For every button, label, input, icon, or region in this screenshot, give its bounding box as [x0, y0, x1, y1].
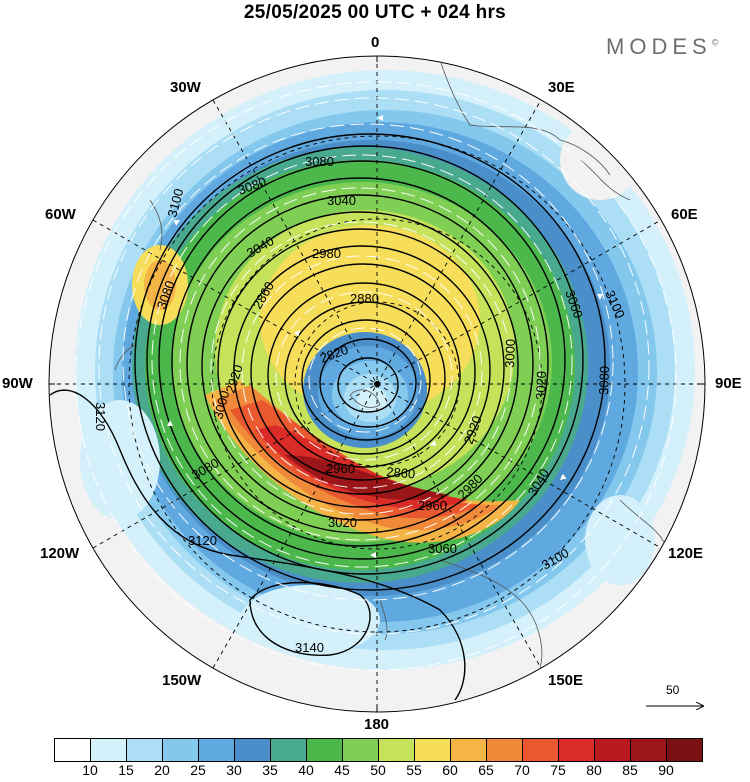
reference-vector-label: 50: [666, 683, 680, 697]
colorbar-box: [522, 738, 559, 762]
contour-label-3020b: 3020: [328, 515, 357, 530]
lon-label-60e: 60E: [671, 206, 698, 223]
wind-streamlines: [75, 81, 677, 671]
colorbar-tick: 35: [262, 762, 278, 778]
wind-speed-shading: [49, 56, 705, 712]
contour-label-2960: 2960: [326, 461, 355, 476]
colorbar-tick: 75: [550, 762, 566, 778]
colorbar-box: [270, 738, 307, 762]
colorbar-box: [54, 738, 91, 762]
contour-label-3140: 3140: [295, 640, 324, 655]
coastlines: [114, 59, 666, 669]
wind-arrowheads: [167, 115, 603, 558]
colorbar-tick: 65: [478, 762, 494, 778]
lon-label-120w: 120W: [40, 545, 80, 562]
colorbar-box: [666, 738, 703, 762]
colorbar-box: [162, 738, 199, 762]
contour-label-2880: 2880: [350, 291, 379, 306]
colorbar-tick: 60: [442, 762, 458, 778]
colorbar-tick: 30: [226, 762, 242, 778]
lon-label-30w: 30W: [170, 79, 201, 96]
map-title: 25/05/2025 00 UTC + 024 hrs: [243, 2, 507, 23]
contour-label-3040: 3040: [327, 193, 356, 208]
colorbar-tick: 15: [118, 762, 134, 778]
north-pole-marker: [374, 381, 380, 387]
colorbar-tick: 70: [514, 762, 530, 778]
colorbar-tick: 55: [406, 762, 422, 778]
colorbar-box: [126, 738, 163, 762]
colorbar-tick: 10: [82, 762, 98, 778]
colorbar-tick: 85: [622, 762, 638, 778]
colorbar-box: [234, 738, 271, 762]
lon-label-120e: 120E: [668, 545, 704, 562]
colorbar-box: [594, 738, 631, 762]
colorbar-box: [90, 738, 127, 762]
colorbar-tick: 25: [190, 762, 206, 778]
contour-label-2960b: 2960: [418, 498, 447, 513]
colorbar-box: [378, 738, 415, 762]
colorbar-tick: 40: [298, 762, 314, 778]
contour-label-3080d: 3080: [596, 366, 612, 395]
lon-label-150e: 150E: [548, 672, 584, 689]
colorbar-tick: 20: [154, 762, 170, 778]
colorbar-box: [630, 738, 667, 762]
contour-label-3080: 3080: [305, 154, 334, 169]
colorbar-tick: 45: [334, 762, 350, 778]
colorbar: [54, 738, 703, 762]
colorbar-tick: 80: [586, 762, 602, 778]
contour-label-3020: 3020: [533, 371, 549, 400]
lon-label-30e: 30E: [548, 79, 575, 96]
contour-label-3120: 3120: [188, 533, 217, 548]
colorbar-box: [486, 738, 523, 762]
colorbar-box: [198, 738, 235, 762]
colorbar-box: [558, 738, 595, 762]
contour-label-3000b: 3000: [210, 389, 232, 421]
contour-label-3000: 3000: [502, 339, 518, 368]
contour-label-2980: 2980: [312, 246, 341, 261]
colorbar-tick: 90: [658, 762, 674, 778]
lon-label-150w: 150W: [162, 672, 202, 689]
contour-label-2860b: 2860: [386, 464, 416, 481]
colorbar-box: [414, 738, 451, 762]
modes-logo: MODES©: [606, 34, 719, 59]
lon-label-0: 0: [371, 34, 380, 51]
colorbar-tick: 50: [370, 762, 386, 778]
geopotential-contours: [49, 133, 606, 701]
contour-label-3120b: 3120: [93, 402, 108, 431]
lon-label-90w: 90W: [2, 375, 33, 392]
colorbar-box: [450, 738, 487, 762]
contour-label-3100b: 3100: [164, 187, 186, 219]
lon-label-60w: 60W: [45, 206, 76, 223]
contour-label-3060b: 3060: [428, 541, 457, 556]
colorbar-box: [342, 738, 379, 762]
lon-label-180: 180: [364, 716, 390, 733]
colorbar-box: [306, 738, 343, 762]
lon-label-90e: 90E: [715, 375, 742, 392]
